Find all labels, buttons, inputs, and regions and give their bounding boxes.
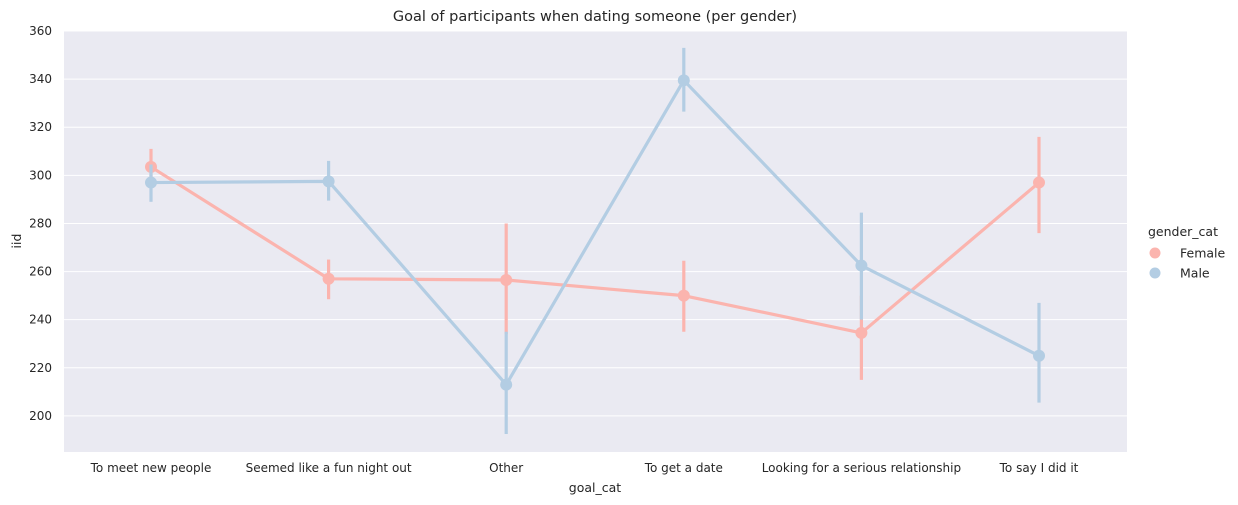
x-tick-label: Other [489,461,523,475]
x-tick-label: Looking for a serious relationship [762,461,961,475]
legend-marker-female [1149,247,1161,259]
series-line-female [150,165,1041,335]
x-tick-label: Seemed like a fun night out [246,461,412,475]
point-male [322,175,335,188]
point-male [855,259,868,272]
y-tick-label: 220 [29,361,52,375]
y-axis-label: iid [9,234,24,249]
point-male [1033,349,1045,362]
y-tick-label: 280 [29,216,52,230]
x-tick-label: To meet new people [90,461,212,475]
y-tick-label: 360 [29,24,52,38]
x-axis-label: goal_cat [569,480,621,495]
legend-label-male: Male [1180,266,1210,281]
point-male [677,74,690,87]
point-female [500,273,513,286]
y-tick-label: 200 [29,409,52,423]
point-male [500,378,513,391]
point-female [855,326,868,339]
grid [64,30,1127,417]
x-tick-label: To get a date [644,461,723,475]
chart-title: Goal of participants when dating someone… [393,9,797,25]
y-tick-label: 300 [29,168,52,182]
plot-background [64,31,1127,452]
y-axis-ticks: 200 220 240 260 280 300 320 340 360 [29,24,52,423]
y-tick-label: 340 [29,72,52,86]
y-tick-label: 320 [29,120,52,134]
point-male [145,176,157,189]
point-female [1033,176,1045,189]
x-tick-label: To say I did it [999,461,1079,475]
legend: gender_cat Female Male [1148,224,1226,281]
legend-marker-male [1149,267,1161,279]
legend-label-female: Female [1180,246,1226,261]
series-line-male [150,78,1040,387]
x-axis-ticks: To meet new people Seemed like a fun nigh… [90,461,1079,475]
y-tick-label: 260 [29,265,52,279]
point-female [677,289,690,302]
point-female [322,272,335,285]
series-layer [145,47,1045,434]
y-tick-label: 240 [29,313,52,327]
series-male [145,47,1045,434]
legend-title: gender_cat [1148,224,1218,239]
